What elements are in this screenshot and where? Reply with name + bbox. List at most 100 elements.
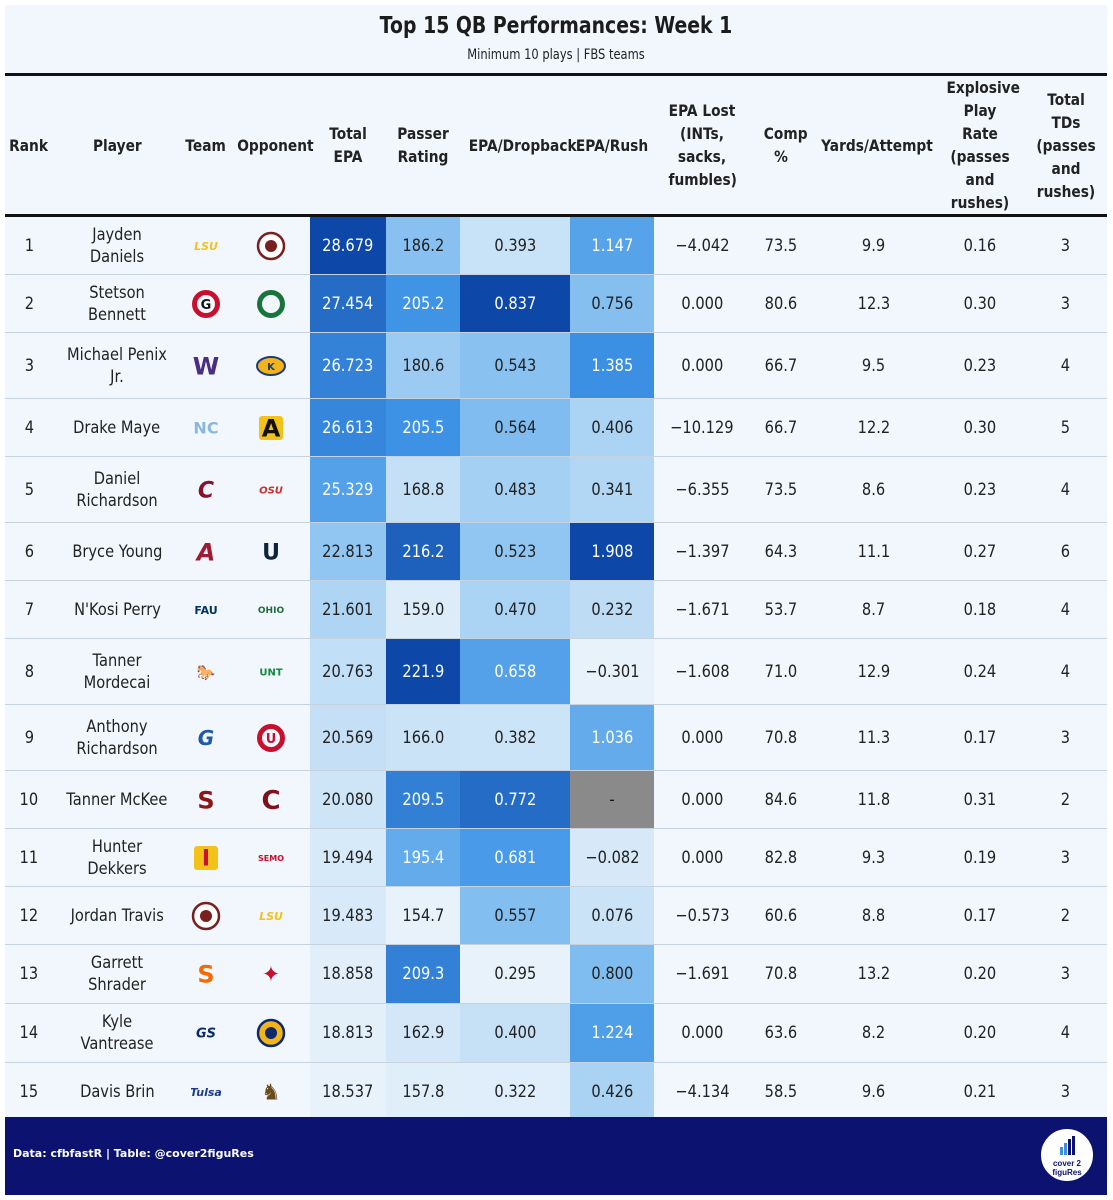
svg-text:NC: NC [193, 418, 218, 437]
cell-comp: 66.7 [750, 332, 812, 399]
cell-passer-rating: 186.2 [386, 214, 460, 275]
cell-explosive: 0.30 [936, 398, 1024, 457]
cell-rank: 8 [5, 638, 53, 705]
table-row: 14 Kyle Vantrease GS 18.813 162.9 0.400 1.224 0… [5, 1003, 1107, 1063]
kent-state-logo: K [255, 355, 286, 376]
cell-passer-rating: 209.5 [386, 770, 460, 829]
table-row: 7 N'Kosi Perry FAU OHIO 21.601 159.0 0.470 0.23… [5, 580, 1107, 639]
svg-text:LSU: LSU [259, 909, 283, 922]
syracuse-logo: S [197, 960, 214, 988]
svg-text:U: U [265, 732, 276, 747]
ohio-logo: OHIO [257, 606, 284, 616]
cell-total-epa: 21.601 [310, 580, 386, 639]
header-row: Rank Player Team Opponent Total EPA Pass… [5, 76, 1107, 216]
cell-epa-dropback: 0.483 [460, 456, 570, 523]
cell-ypa: 8.6 [812, 456, 936, 523]
cell-ypa: 11.8 [812, 770, 936, 829]
cell-epa-rush: 0.756 [570, 274, 654, 333]
cell-comp: 66.7 [750, 398, 812, 457]
cell-tds: 4 [1024, 638, 1107, 705]
cell-epa-dropback: 0.837 [460, 274, 570, 333]
col-passer-rating: Passer Rating [397, 124, 449, 166]
cell-total-epa: 18.537 [310, 1062, 386, 1121]
page-title: Top 15 QB Performances: Week 1 [379, 13, 733, 39]
cell-tds: 5 [1024, 398, 1107, 457]
cell-ypa: 8.2 [812, 1003, 936, 1063]
table-row: 11 Hunter Dekkers I SEMO 19.494 195.4 0.681 −0.… [5, 828, 1107, 887]
cell-total-epa: 18.858 [310, 944, 386, 1004]
col-total-epa: Total EPA [329, 124, 367, 166]
col-explosive: Explosive Play Rate (passes and rushes) [946, 78, 1020, 212]
svg-text:SEMO: SEMO [258, 853, 284, 862]
georgia-logo: G [192, 289, 220, 318]
cell-epa-lost: 0.000 [654, 332, 750, 399]
cell-opponent: ♞ [231, 1062, 310, 1121]
cell-total-epa: 27.454 [310, 274, 386, 333]
divider [5, 73, 1107, 76]
cell-passer-rating: 205.5 [386, 398, 460, 457]
cell-passer-rating: 168.8 [386, 456, 460, 523]
svg-text:S: S [197, 786, 214, 814]
cell-tds: 3 [1024, 944, 1107, 1004]
cell-epa-rush: 1.908 [570, 522, 654, 581]
cell-tds: 3 [1024, 828, 1107, 887]
svg-text:UNT: UNT [259, 667, 282, 678]
table-row: 12 Jordan Travis LSU 19.483 154.7 0.557 0.076−… [5, 886, 1107, 945]
appalachian-state-logo: A [258, 414, 283, 442]
table-row: 8 Tanner Mordecai 🐎 UNT 20.763 221.9 0.658 −0.3… [5, 638, 1107, 705]
cell-total-epa: 28.679 [310, 214, 386, 275]
wyoming-logo: ♞ [261, 1080, 281, 1105]
col-opponent: Opponent [237, 135, 314, 155]
cell-epa-rush: 1.147 [570, 214, 654, 275]
svg-text:W: W [193, 352, 219, 380]
cell-player: Anthony Richardson [53, 704, 181, 771]
table-row: 15 Davis Brin Tulsa ♞ 18.537 157.8 0.322 0.426−… [5, 1062, 1107, 1121]
brand-name: cover 2 figuRes [1052, 1159, 1082, 1177]
cell-epa-rush: 1.036 [570, 704, 654, 771]
cell-passer-rating: 166.0 [386, 704, 460, 771]
cell-team: G [181, 704, 231, 771]
cell-team: LSU [181, 214, 231, 275]
cell-explosive: 0.16 [936, 214, 1024, 275]
cell-explosive: 0.24 [936, 638, 1024, 705]
cell-epa-dropback: 0.322 [460, 1062, 570, 1121]
cell-epa-dropback: 0.564 [460, 398, 570, 457]
cell-comp: 73.5 [750, 456, 812, 523]
cell-comp: 71.0 [750, 638, 812, 705]
north-carolina-logo: NC [193, 418, 218, 437]
cell-player: Hunter Dekkers [53, 828, 181, 887]
tulsa-logo: Tulsa [191, 1085, 221, 1098]
svg-text:LSU: LSU [194, 239, 218, 252]
florida-state-logo [191, 901, 221, 930]
se-missouri-logo: SEMO [258, 853, 284, 862]
cell-tds: 4 [1024, 1003, 1107, 1063]
alabama-logo: A [195, 538, 216, 566]
cell-rank: 4 [5, 398, 53, 457]
cell-total-epa: 20.763 [310, 638, 386, 705]
cell-epa-dropback: 0.295 [460, 944, 570, 1004]
cell-tds: 3 [1024, 704, 1107, 771]
col-player: Player [92, 135, 142, 155]
cell-player: Bryce Young [53, 522, 181, 581]
utah-state-logo: U [262, 540, 280, 565]
cell-rank: 15 [5, 1062, 53, 1121]
cell-ypa: 9.9 [812, 214, 936, 275]
page-subtitle: Minimum 10 plays | FBS teams [467, 47, 645, 63]
cell-ypa: 12.2 [812, 398, 936, 457]
svg-text:♞: ♞ [261, 1080, 281, 1105]
cell-passer-rating: 209.3 [386, 944, 460, 1004]
svg-text:C: C [261, 786, 280, 815]
cell-ypa: 8.8 [812, 886, 936, 945]
cell-epa-dropback: 0.543 [460, 332, 570, 399]
cell-comp: 70.8 [750, 704, 812, 771]
svg-text:A: A [261, 414, 280, 442]
svg-text:C: C [198, 478, 214, 503]
col-total-tds: Total TDs (passes and rushes) [1035, 89, 1096, 201]
cell-explosive: 0.21 [936, 1062, 1024, 1121]
cell-team: I [181, 828, 231, 887]
cell-opponent: K [231, 332, 310, 399]
cell-team: C [181, 456, 231, 523]
iowa-state-logo: I [194, 845, 218, 871]
cell-opponent: UNT [231, 638, 310, 705]
cell-team: S [181, 770, 231, 829]
